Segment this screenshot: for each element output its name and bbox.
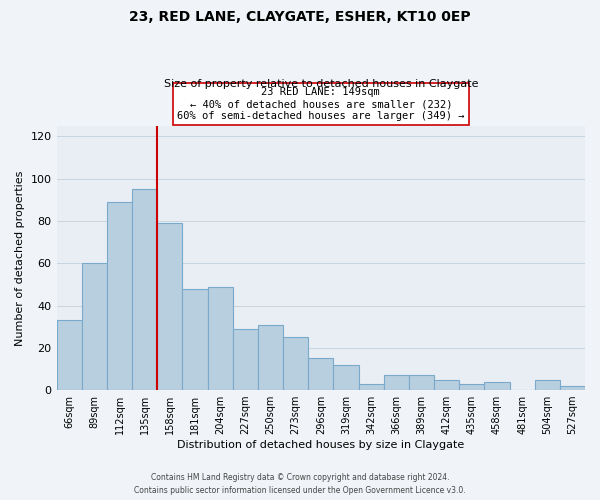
Bar [334, 364, 359, 390]
Bar [107, 202, 132, 390]
X-axis label: Distribution of detached houses by size in Claygate: Distribution of detached houses by size … [177, 440, 464, 450]
Bar [233, 329, 258, 390]
Bar [535, 380, 560, 390]
Title: Size of property relative to detached houses in Claygate: Size of property relative to detached ho… [164, 79, 478, 89]
Bar [283, 337, 308, 390]
Bar [459, 384, 484, 390]
Text: 23, RED LANE, CLAYGATE, ESHER, KT10 0EP: 23, RED LANE, CLAYGATE, ESHER, KT10 0EP [129, 10, 471, 24]
Bar [359, 384, 383, 390]
Bar [208, 286, 233, 390]
Bar [132, 190, 157, 390]
Bar [308, 358, 334, 390]
Bar [560, 386, 585, 390]
Bar [383, 376, 409, 390]
Text: Contains HM Land Registry data © Crown copyright and database right 2024.
Contai: Contains HM Land Registry data © Crown c… [134, 474, 466, 495]
Bar [409, 376, 434, 390]
Bar [434, 380, 459, 390]
Bar [157, 223, 182, 390]
Bar [258, 324, 283, 390]
Bar [182, 288, 208, 390]
Bar [82, 264, 107, 390]
Bar [484, 382, 509, 390]
Text: 23 RED LANE: 149sqm
← 40% of detached houses are smaller (232)
60% of semi-detac: 23 RED LANE: 149sqm ← 40% of detached ho… [177, 88, 464, 120]
Bar [56, 320, 82, 390]
Y-axis label: Number of detached properties: Number of detached properties [15, 170, 25, 346]
